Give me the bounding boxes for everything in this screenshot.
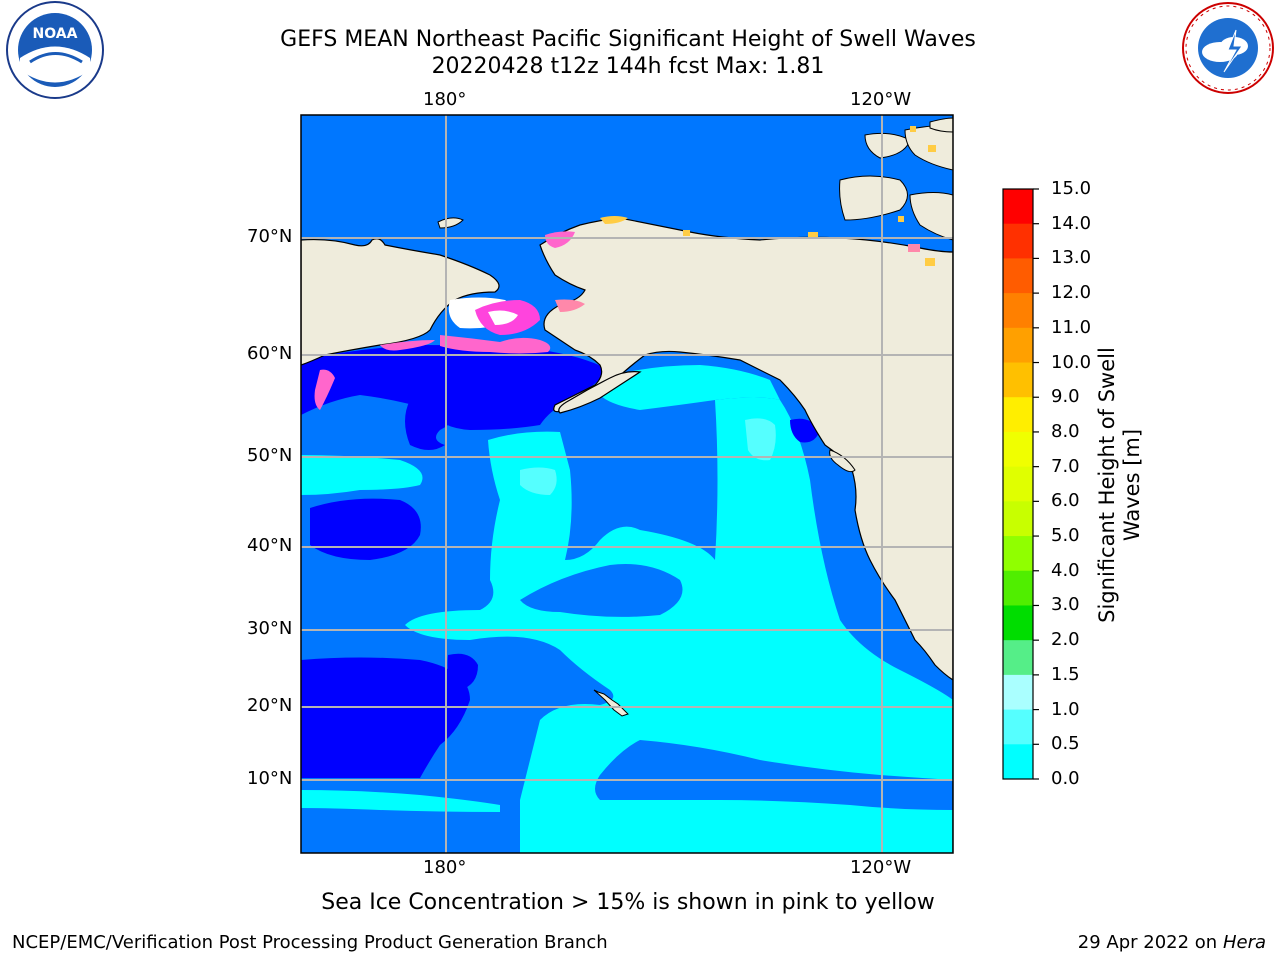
map-frame xyxy=(300,114,954,854)
chart-subtitle: 20220428 t12z 144h fcst Max: 1.81 xyxy=(431,54,825,79)
land-siberia xyxy=(301,238,500,366)
colorbar-band xyxy=(1003,327,1033,364)
lon-label-bottom-180: 180° xyxy=(423,857,467,878)
lat-label-50n: 50°N xyxy=(247,445,293,466)
colorbar-tick-label: 0.0 xyxy=(1051,768,1080,789)
colorbar-tick-label: 9.0 xyxy=(1051,386,1080,408)
land-alaska-peninsula xyxy=(558,371,642,414)
swell-cyan-region-north xyxy=(600,365,780,410)
map-panel xyxy=(301,115,953,853)
lat-label-10n: 10°N xyxy=(247,768,293,789)
colorbar-band xyxy=(1003,258,1033,294)
lat-label-70n: 70°N xyxy=(247,226,293,247)
colorbar-band xyxy=(1003,397,1033,433)
swell-light-patch-1 xyxy=(520,467,557,495)
colorbar-band xyxy=(1003,536,1033,572)
colorbar-tick-label: 1.5 xyxy=(1051,663,1080,685)
swell-cyan-region-west xyxy=(301,455,423,495)
nws-logo-icon xyxy=(1182,2,1274,94)
colorbar-frame xyxy=(1002,188,1034,780)
swell-light-patch-2 xyxy=(745,418,776,461)
colorbar-title: Significant Height of Swell Waves [m] xyxy=(1095,347,1144,623)
colorbar-band xyxy=(1003,223,1033,259)
swell-blue-channel-2 xyxy=(595,740,953,810)
colorbar-tick-label: 8.0 xyxy=(1051,420,1080,442)
colorbar-tick-label: 12.0 xyxy=(1051,282,1092,304)
colorbar-band xyxy=(1003,362,1033,398)
footer-date: 29 Apr 2022 on Hera xyxy=(1078,932,1266,953)
colorbar-tick-label: 13.0 xyxy=(1051,247,1092,269)
colorbar-tick-label: 2.0 xyxy=(1051,629,1080,651)
colorbar-band xyxy=(1003,674,1033,711)
colorbar-tick-label: 3.0 xyxy=(1051,594,1080,616)
colorbar-band xyxy=(1003,431,1033,468)
colorbar-tick-label: 1.0 xyxy=(1051,698,1080,720)
land-arctic-island-4 xyxy=(909,192,953,241)
colorbar-tick-label: 15.0 xyxy=(1051,178,1092,199)
lon-label-top-180: 180° xyxy=(423,89,467,110)
colorbar xyxy=(1003,188,1039,780)
footer-date-text: 29 Apr 2022 on xyxy=(1077,932,1223,953)
land-hawaii xyxy=(593,689,629,717)
footer-credit: NCEP/EMC/Verification Post Processing Pr… xyxy=(12,932,608,953)
sea-ice-layer xyxy=(314,126,936,410)
footer-host: Hera xyxy=(1222,932,1266,953)
swell-darkblue-gulf-west xyxy=(405,380,470,450)
colorbar-band xyxy=(1003,640,1033,676)
colorbar-tick-label: 0.5 xyxy=(1051,733,1080,755)
colorbar-band xyxy=(1003,466,1033,502)
colorbar-band xyxy=(1003,293,1033,329)
swell-darkblue-blob xyxy=(447,653,478,690)
colorbar-band xyxy=(1003,744,1033,780)
colorbar-band xyxy=(1003,189,1033,225)
sea-ice-caption: Sea Ice Concentration > 15% is shown in … xyxy=(321,890,935,915)
lat-label-30n: 30°N xyxy=(247,618,293,639)
colorbar-band xyxy=(1003,709,1033,745)
noaa-logo-icon: NOAA xyxy=(6,1,104,99)
lon-label-bottom-120w: 120°W xyxy=(850,857,912,878)
swell-cyan-strip-hawaii xyxy=(301,790,500,812)
swell-darkblue-midlat xyxy=(310,498,421,560)
swell-darkblue-south xyxy=(301,657,470,778)
colorbar-band xyxy=(1003,501,1033,537)
colorbar-tick-label: 11.0 xyxy=(1051,316,1092,338)
colorbar-tick-label: 4.0 xyxy=(1051,559,1080,581)
land-arctic-island-5 xyxy=(929,117,953,133)
land-arctic-island-1 xyxy=(864,132,911,159)
colorbar-band xyxy=(1003,570,1033,606)
lon-label-top-120w: 120°W xyxy=(850,89,912,110)
colorbar-band xyxy=(1003,605,1033,641)
noaa-logo-text: NOAA xyxy=(33,26,78,42)
colorbar-tick-label: 7.0 xyxy=(1051,455,1080,477)
lat-label-20n: 20°N xyxy=(247,695,293,716)
lat-label-60n: 60°N xyxy=(247,343,293,364)
colorbar-tick-label: 10.0 xyxy=(1051,351,1092,373)
colorbar-tick-label: 5.0 xyxy=(1051,525,1080,547)
swell-blue-channel-1 xyxy=(520,564,683,617)
map-gridlines xyxy=(301,115,953,853)
lat-label-40n: 40°N xyxy=(247,535,293,556)
swell-cyan-region-central xyxy=(405,397,953,853)
colorbar-tick-label: 14.0 xyxy=(1051,212,1092,234)
colorbar-tick-label: 6.0 xyxy=(1051,490,1080,512)
chart-title: GEFS MEAN Northeast Pacific Significant … xyxy=(280,27,976,52)
